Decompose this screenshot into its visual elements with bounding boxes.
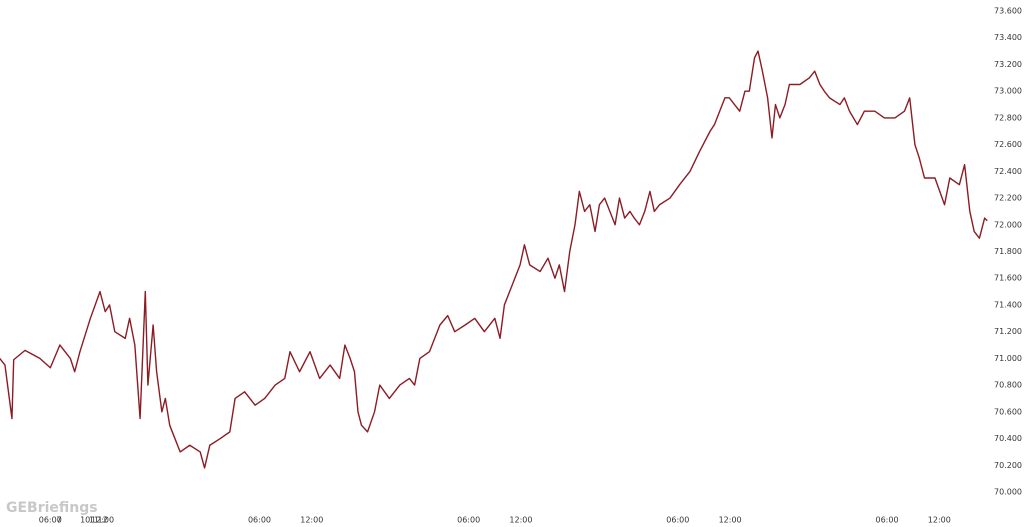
x-tick-label: 06:00 [457, 516, 480, 525]
x-tick-label: 06:00 [666, 516, 689, 525]
y-tick-label: 73.600 [994, 7, 1022, 16]
x-tick-label: 06:00 [875, 516, 898, 525]
x-tick-label: 12:00 [300, 516, 323, 525]
x-tick-label: 10 [80, 516, 90, 525]
x-tick-label: 11 [89, 516, 99, 525]
y-tick-label: 73.000 [994, 87, 1022, 96]
y-tick-label: 70.600 [994, 407, 1022, 416]
x-tick-label: 12:00 [509, 516, 532, 525]
y-tick-label: 72.400 [994, 167, 1022, 176]
y-tick-label: 73.400 [994, 33, 1022, 42]
y-tick-label: 71.800 [994, 247, 1022, 256]
x-tick-label: 06:00 [39, 516, 62, 525]
x-tick-label: 06:00 [248, 516, 271, 525]
y-tick-label: 70.000 [994, 488, 1022, 497]
y-tick-label: 70.200 [994, 461, 1022, 470]
x-tick-label: 12:00 [91, 516, 114, 525]
y-tick-label: 70.800 [994, 381, 1022, 390]
y-tick-label: 70.400 [994, 434, 1022, 443]
x-tick-label: 12:00 [719, 516, 742, 525]
y-tick-label: 71.400 [994, 300, 1022, 309]
y-tick-label: 72.200 [994, 194, 1022, 203]
y-tick-label: 72.800 [994, 113, 1022, 122]
watermark: GEBriefings [6, 500, 98, 516]
y-tick-label: 71.600 [994, 274, 1022, 283]
y-tick-label: 72.000 [994, 220, 1022, 229]
y-tick-label: 73.200 [994, 60, 1022, 69]
x-tick-label: 12:00 [928, 516, 951, 525]
y-tick-label: 71.200 [994, 327, 1022, 336]
x-tick-label: 12 [97, 516, 107, 525]
y-tick-label: 72.600 [994, 140, 1022, 149]
price-line [0, 50, 988, 469]
y-tick-label: 71.000 [994, 354, 1022, 363]
x-tick-label: 7 [56, 516, 61, 525]
